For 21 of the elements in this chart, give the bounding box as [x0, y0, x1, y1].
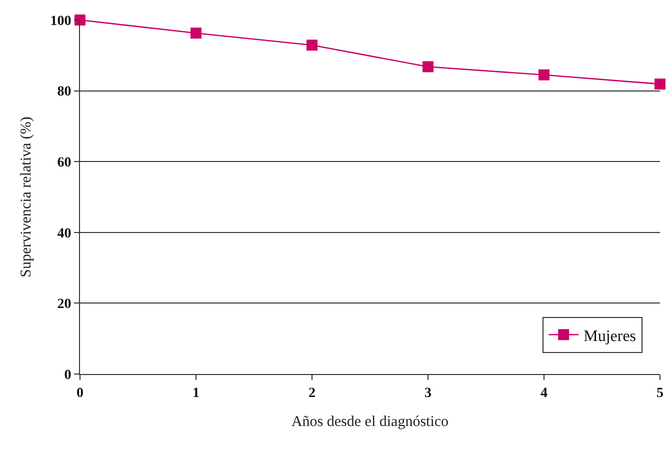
point [190, 28, 202, 39]
x-tick-label: 0 [76, 386, 84, 401]
point [74, 14, 86, 26]
legend-label: Mujeres [584, 328, 636, 345]
point [306, 40, 318, 51]
y-tick-label: 60 [57, 156, 72, 170]
x-tick-label: 1 [192, 386, 200, 401]
x-tick-label: 2 [308, 386, 316, 401]
y-tick-label: 20 [57, 297, 72, 312]
y-tick-label: 80 [57, 84, 72, 100]
x-axis-title: Años desde el diagnóstico [291, 414, 449, 430]
x-tick-label: 5 [656, 386, 664, 401]
point [654, 78, 666, 90]
y-axis-title: Supervivencia relativa (%) [18, 116, 34, 278]
y-tick-label: 100 [50, 14, 72, 29]
x-tick-label: 4 [540, 386, 548, 401]
y-tick-label: 40 [57, 226, 72, 242]
y-tick-label: 0 [64, 368, 72, 383]
point [538, 69, 550, 80]
x-tick-label: 3 [424, 386, 432, 401]
point [422, 61, 434, 72]
